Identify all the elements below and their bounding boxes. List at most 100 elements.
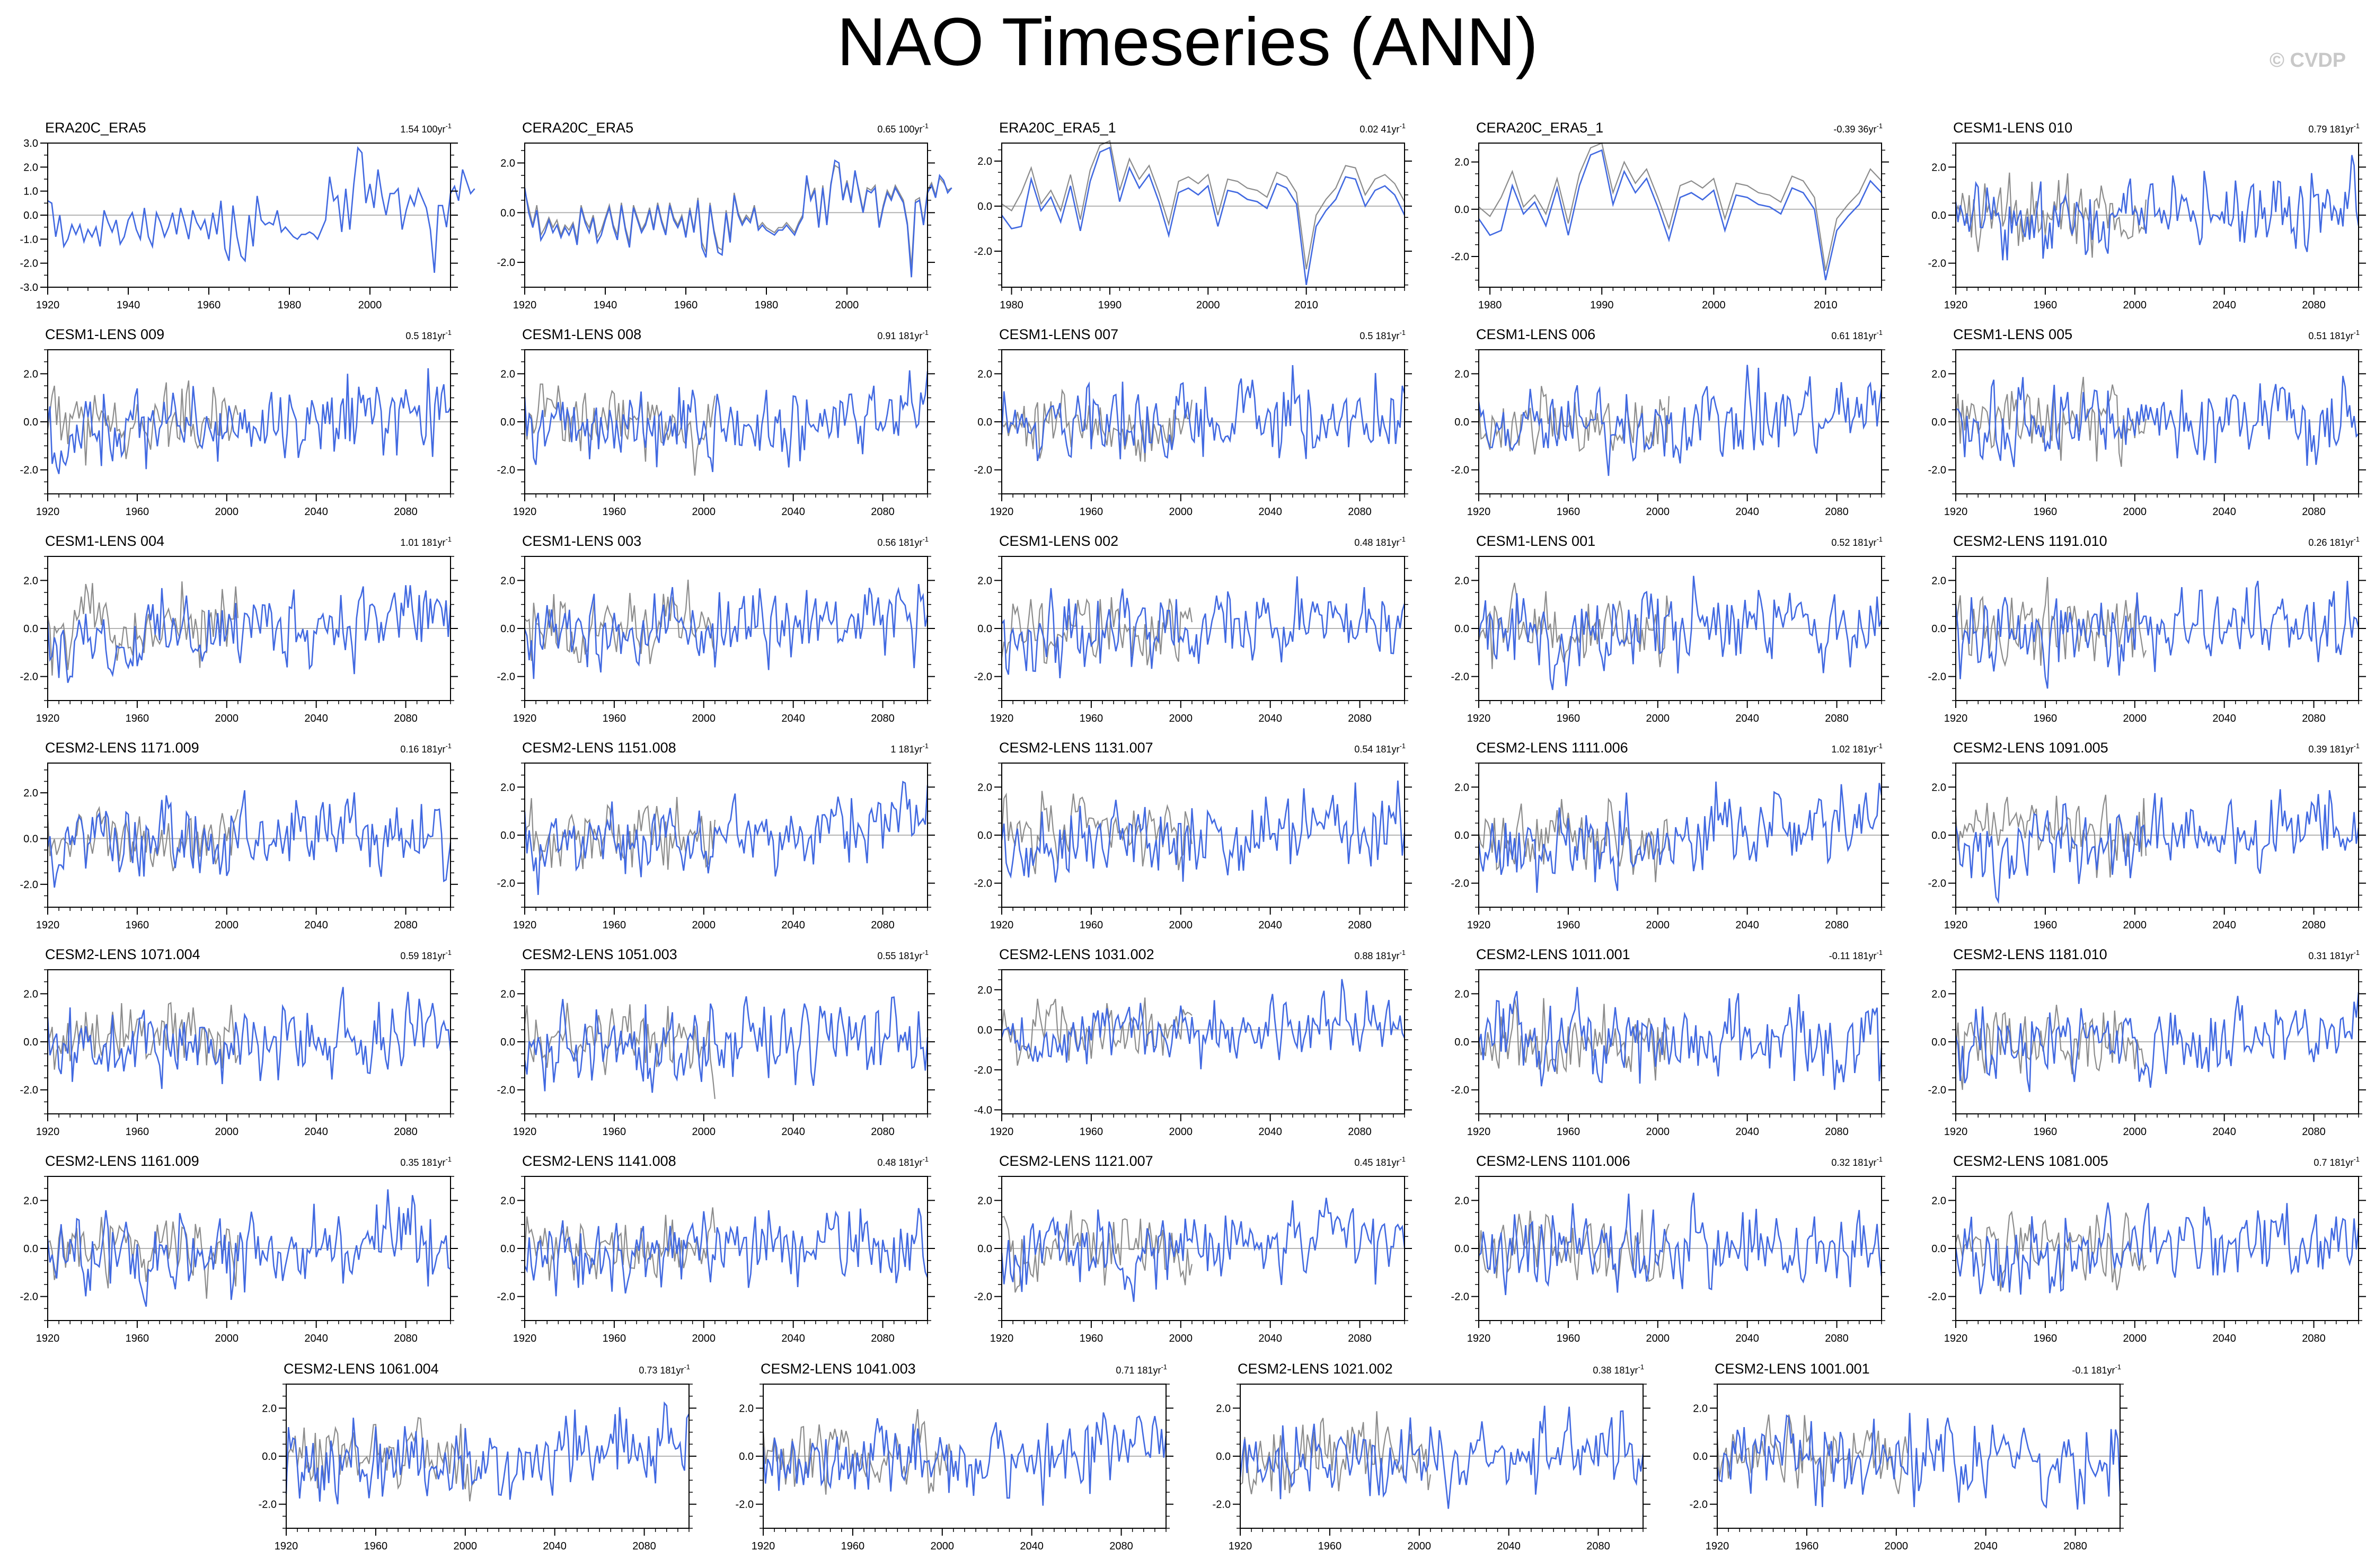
x-tick-label: 2040: [781, 713, 805, 724]
x-tick-label: 2080: [1825, 1333, 1849, 1344]
trend-exponent: -1: [1399, 329, 1406, 336]
x-tick-label: 2040: [2212, 506, 2236, 518]
x-tick-label: 2000: [1169, 919, 1193, 931]
x-tick-label: 2080: [871, 713, 895, 724]
x-tick-label: 2000: [1646, 919, 1670, 931]
x-tick-label: 1920: [1706, 1540, 1729, 1552]
obs-series-line: [1001, 597, 1193, 666]
trend-exponent: -1: [1399, 122, 1406, 130]
x-tick-label: 2000: [358, 299, 382, 311]
x-tick-label: 2040: [1497, 1540, 1521, 1552]
x-tick-label: 1960: [364, 1540, 388, 1552]
x-tick-label: 2080: [1825, 713, 1849, 724]
x-tick-label: 1960: [126, 1126, 149, 1138]
x-tick-label: 1920: [36, 1333, 60, 1344]
panel-label: CESM2-LENS 1051.003: [522, 946, 677, 962]
x-tick-label: 2080: [1348, 506, 1372, 518]
x-tick-label: 1940: [594, 299, 617, 311]
trend-label: 0.54 181yr-1: [1354, 742, 1406, 755]
y-tick-label: 1.0: [23, 186, 38, 198]
x-tick-label: 2000: [215, 506, 239, 518]
x-tick-label: 1960: [1557, 919, 1581, 931]
y-tick-label: 2.0: [1931, 368, 1946, 380]
obs-series-line: [47, 380, 239, 466]
x-tick-label: 2080: [1348, 919, 1372, 931]
x-tick-label: 1920: [1944, 299, 1968, 311]
panel-label: CESM2-LENS 1071.004: [45, 946, 200, 962]
model-series-line: [47, 585, 452, 683]
x-tick-label: 2000: [1702, 299, 1726, 311]
y-tick-label: 0.0: [23, 623, 38, 635]
x-tick-label: 2080: [2063, 1540, 2087, 1552]
trend-exponent: -1: [1876, 949, 1883, 956]
panel-cesm2-lens-1091-005: CESM2-LENS 1091.005 0.39 181yr-1 -2.0 0.0 2.…: [1928, 740, 2366, 931]
panel-cesm2-lens-1031-002: CESM2-LENS 1031.002 0.88 181yr-1 -4.0 -2.0 0…: [974, 946, 1412, 1138]
x-tick-label: 2010: [1814, 299, 1838, 311]
trend-label: 0.38 181yr-1: [1593, 1363, 1644, 1376]
x-tick-label: 1920: [513, 1333, 537, 1344]
y-tick-label: -2.0: [1928, 1085, 1946, 1096]
x-tick-label: 1920: [1467, 713, 1491, 724]
y-tick-label: 0.0: [977, 417, 992, 428]
x-tick-label: 2000: [692, 1126, 716, 1138]
model-series-line: [1001, 979, 1406, 1069]
x-tick-label: 1960: [1080, 506, 1103, 518]
y-tick-label: 0.0: [1454, 623, 1469, 635]
panel-cesm2-lens-1011-001: CESM2-LENS 1011.001 -0.11 181yr-1 -2.0 0.0 2…: [1451, 946, 1889, 1138]
y-tick-label: -2.0: [259, 1499, 277, 1511]
trend-exponent: -1: [922, 122, 929, 130]
x-tick-label: 1920: [752, 1540, 775, 1552]
x-tick-label: 1960: [2034, 299, 2058, 311]
y-tick-label: 0.0: [1931, 1243, 1946, 1255]
x-tick-label: 2040: [1258, 1126, 1282, 1138]
model-series-line: [1955, 376, 2359, 467]
x-tick-label: 1920: [36, 919, 60, 931]
x-tick-label: 1920: [36, 506, 60, 518]
panel-cesm2-lens-1161-009: CESM2-LENS 1161.009 0.35 181yr-1 -2.0 0.0 2.…: [20, 1153, 458, 1344]
y-tick-label: -2.0: [1928, 258, 1946, 270]
panel-label: CESM2-LENS 1171.009: [45, 740, 199, 756]
y-tick-label: 2.0: [1931, 988, 1946, 1000]
x-tick-label: 1960: [603, 1126, 626, 1138]
y-tick-label: -2.0: [1451, 1291, 1469, 1303]
panel-label: CESM1-LENS 006: [1476, 326, 1595, 342]
x-tick-label: 1920: [1467, 506, 1491, 518]
y-tick-label: 0.0: [500, 207, 515, 219]
x-tick-label: 1960: [2034, 506, 2058, 518]
trend-label: 0.45 181yr-1: [1354, 1155, 1406, 1168]
model-series-line: [1478, 781, 1883, 893]
x-tick-label: 1960: [197, 299, 221, 311]
y-tick-label: 2.0: [23, 988, 38, 1000]
obs-series-line: [47, 1217, 239, 1299]
obs-series-line: [1001, 997, 1193, 1066]
trend-label: 0.7 181yr-1: [2314, 1155, 2360, 1168]
panel-label: CESM2-LENS 1101.006: [1476, 1153, 1630, 1169]
x-tick-label: 1960: [126, 713, 149, 724]
panel-cesm1-lens-002: CESM1-LENS 002 0.48 181yr-1 -2.0 0.0 2.0 1920…: [974, 533, 1412, 724]
figure-title: NAO Timeseries (ANN): [837, 4, 1538, 80]
y-tick-label: 2.0: [977, 782, 992, 793]
panel-label: CESM1-LENS 002: [999, 533, 1118, 549]
trend-label: 0.73 181yr-1: [639, 1363, 690, 1376]
model-series-line: [1001, 781, 1406, 883]
x-tick-label: 2000: [1646, 1333, 1670, 1344]
x-tick-label: 2000: [1169, 506, 1193, 518]
y-tick-label: 2.0: [23, 1195, 38, 1207]
obs-series-line: [1478, 998, 1670, 1081]
panel-label: ERA20C_ERA5: [45, 120, 146, 136]
x-tick-label: 2040: [1735, 713, 1759, 724]
y-tick-label: -2.0: [1451, 1085, 1469, 1096]
x-tick-label: 2040: [2212, 1333, 2236, 1344]
trend-label: 0.59 181yr-1: [400, 949, 452, 961]
y-tick-label: 2.0: [23, 162, 38, 173]
model-series-line: [1716, 1413, 2121, 1510]
x-tick-label: 1960: [126, 919, 149, 931]
panel-label: CERA20C_ERA5: [522, 120, 633, 136]
obs-series-line: [1955, 1210, 2147, 1291]
y-tick-label: 0.0: [23, 1037, 38, 1048]
x-tick-label: 2000: [2123, 919, 2147, 931]
y-tick-label: 0.0: [500, 830, 515, 841]
trend-exponent: -1: [922, 1155, 929, 1163]
y-tick-label: 2.0: [1454, 157, 1469, 169]
trend-label: 0.31 181yr-1: [2308, 949, 2360, 961]
